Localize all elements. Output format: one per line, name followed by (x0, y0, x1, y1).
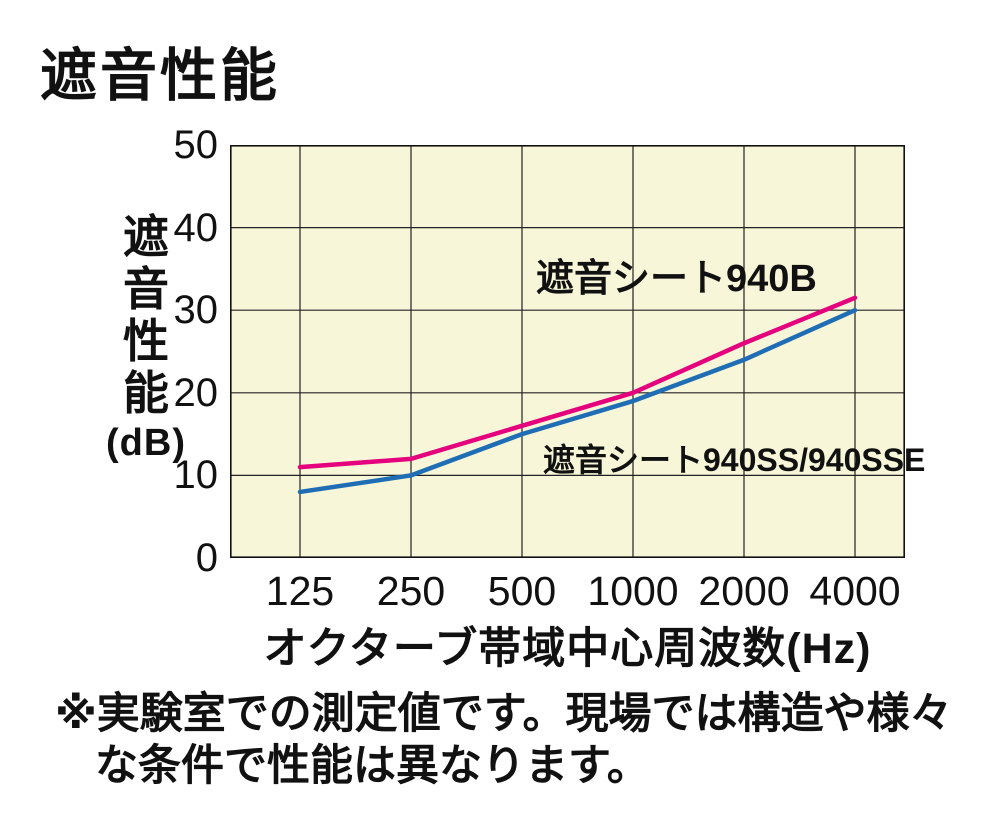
x-tick-label: 2000 (698, 568, 790, 614)
y-axis-label-char: 能 (123, 366, 169, 419)
x-axis-label: オクターブ帯域中心周波数(Hz) (263, 625, 872, 673)
footnote-line-1: ※実験室での測定値です。現場では構造や様々 (55, 690, 953, 738)
line-chart-plot-area (230, 145, 905, 558)
series-label-940ss: 遮音シート940SS/940SSE (543, 442, 926, 478)
y-axis-label: 遮 音 性 能 (dB) (86, 211, 206, 465)
y-axis-unit-label: (dB) (106, 421, 186, 464)
footnote: ※実験室での測定値です。現場では構造や様々 な条件で性能は異なります。 (55, 688, 953, 793)
y-tick-label: 50 (173, 123, 219, 167)
page-title: 遮音性能 (40, 44, 280, 108)
x-tick-label: 125 (265, 568, 335, 614)
y-tick-label: 0 (195, 536, 218, 580)
x-tick-label: 500 (487, 568, 557, 614)
series-label-940b: 遮音シート940B (536, 258, 817, 300)
y-axis-label-char: 遮 (123, 211, 169, 263)
x-tick-label: 1000 (587, 568, 679, 614)
y-tick-label: 40 (173, 205, 219, 250)
y-tick-label: 10 (173, 453, 219, 498)
y-tick-label: 20 (173, 370, 219, 415)
x-tick-label: 250 (376, 568, 446, 614)
x-tick-label: 4000 (809, 568, 901, 614)
y-axis-label-char: 性 (123, 314, 169, 367)
y-tick-label: 30 (173, 288, 219, 333)
footnote-line-2: な条件で性能は異なります。 (95, 742, 650, 791)
y-axis-label-char: 音 (123, 262, 169, 315)
